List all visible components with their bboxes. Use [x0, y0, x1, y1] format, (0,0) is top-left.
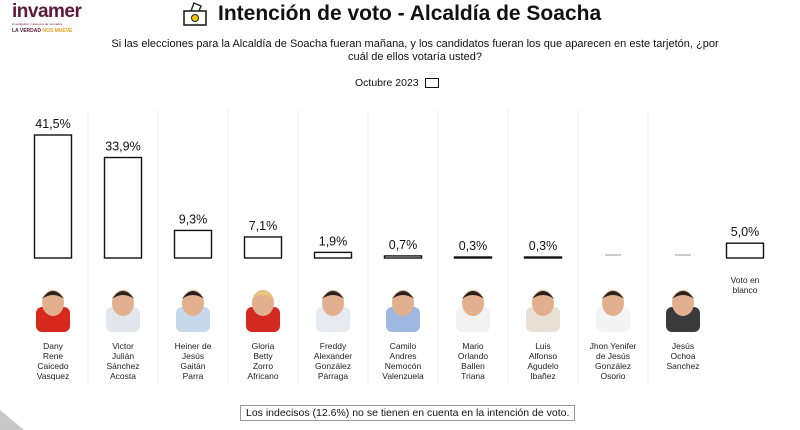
candidate-photo-hair — [112, 291, 134, 299]
category-label: Camilo — [390, 341, 417, 351]
category-label: Sánchez — [106, 361, 139, 371]
legend-swatch — [424, 78, 439, 88]
candidate-photo-face — [322, 290, 344, 316]
category-label: Africano — [247, 371, 278, 381]
candidate-photo-shirt — [596, 307, 630, 332]
candidate-photo-hair — [532, 291, 554, 299]
category-label: Ibañez — [530, 371, 556, 381]
category-label: Parra — [183, 371, 204, 381]
category-label: Valenzuela — [382, 371, 424, 381]
category-label: Agudelo — [527, 361, 558, 371]
bar — [313, 251, 353, 259]
candidate-photo-shirt — [526, 307, 560, 332]
candidate-photo-shirt — [666, 307, 700, 332]
data-label: 7,1% — [249, 219, 278, 233]
bar — [453, 256, 493, 259]
category-label: Ballen — [461, 361, 485, 371]
category-label: Jesús — [182, 351, 204, 361]
category-label: Alfonso — [529, 351, 558, 361]
data-label: 0,3% — [529, 239, 558, 253]
category-label: Caicedo — [37, 361, 68, 371]
category-label: González — [595, 361, 631, 371]
candidate-photo-shirt — [246, 307, 280, 332]
category-label: Rene — [43, 351, 64, 361]
candidate-photo-face — [42, 290, 64, 316]
candidate-photo-face — [112, 290, 134, 316]
category-label: Freddy — [320, 341, 347, 351]
bar — [725, 242, 765, 259]
ballot-box-icon — [183, 2, 207, 26]
bar — [33, 134, 73, 259]
candidate-photo-hair — [322, 291, 344, 299]
candidate-photo-face — [672, 290, 694, 316]
invamer-logo: invamer investigación y asesoría de merc… — [12, 1, 82, 35]
category-label: Vasquez — [37, 371, 69, 381]
undecided-note: Los indecisos (12.6%) no se tienen en cu… — [240, 405, 576, 421]
candidate-photo-face — [252, 290, 274, 316]
category-label: Párraga — [318, 371, 349, 381]
category-label: Zorro — [253, 361, 274, 371]
data-label: 33,9% — [105, 140, 140, 154]
data-label: 1,9% — [319, 234, 348, 248]
corner-decoration — [0, 410, 24, 430]
data-label: 9,3% — [179, 212, 208, 226]
category-label: Gaitán — [180, 361, 205, 371]
bar — [173, 229, 213, 259]
category-label: González — [315, 361, 351, 371]
data-label: 41,5% — [35, 117, 70, 131]
candidate-photo-shirt — [36, 307, 70, 332]
candidate-photo-hair — [462, 291, 484, 299]
category-label: Sanchez — [666, 361, 699, 371]
data-label: 0,7% — [389, 238, 418, 252]
candidate-photo-shirt — [386, 307, 420, 332]
category-label: Julián — [112, 351, 134, 361]
candidate-photo-shirt — [316, 307, 350, 332]
category-label: Victor — [112, 341, 134, 351]
category-label: Betty — [253, 351, 273, 361]
chart-title: Intención de voto - Alcaldía de Soacha — [182, 0, 601, 28]
candidate-photo-face — [182, 290, 204, 316]
candidate-photo-shirt — [176, 307, 210, 332]
candidate-photo-hair — [252, 291, 274, 299]
candidate-photo-hair — [672, 291, 694, 299]
category-label: Osorio — [600, 371, 625, 381]
category-label: Nemocón — [385, 361, 422, 371]
category-label: Voto en — [731, 275, 760, 285]
category-label: Dany — [43, 341, 64, 351]
category-label: Mario — [462, 341, 484, 351]
candidate-photo-face — [392, 290, 414, 316]
category-label: Gloria — [252, 341, 275, 351]
candidate-photo-face — [532, 290, 554, 316]
category-label: Jhon Yenifer — [590, 341, 637, 351]
candidate-photo-shirt — [106, 307, 140, 332]
survey-question: Si las elecciones para la Alcaldía de So… — [111, 38, 719, 63]
candidate-photo-hair — [602, 291, 624, 299]
category-label: Acosta — [110, 371, 136, 381]
category-label: Orlando — [458, 351, 489, 361]
candidate-photo-hair — [42, 291, 64, 299]
category-label: Alexander — [314, 351, 352, 361]
category-label: Andres — [390, 351, 417, 361]
data-label: 5,0% — [731, 225, 760, 239]
data-label: 0,3% — [459, 239, 488, 253]
bar — [383, 255, 423, 259]
category-label: Luis — [535, 341, 551, 351]
category-label: Heiner de — [175, 341, 212, 351]
category-label: de Jesús — [596, 351, 630, 361]
candidate-photo-face — [602, 290, 624, 316]
category-label: Ochoa — [670, 351, 695, 361]
category-label: Jesús — [672, 341, 694, 351]
category-label: Triana — [461, 371, 485, 381]
candidate-photo-shirt — [456, 307, 490, 332]
candidate-photo-face — [462, 290, 484, 316]
legend: Octubre 2023 — [355, 77, 439, 89]
candidate-photo-hair — [182, 291, 204, 299]
bar — [243, 236, 283, 259]
category-label: blanco — [732, 285, 757, 295]
bar — [103, 156, 143, 259]
legend-label: Octubre 2023 — [355, 77, 419, 89]
bar — [523, 256, 563, 259]
candidate-photo-hair — [392, 291, 414, 299]
